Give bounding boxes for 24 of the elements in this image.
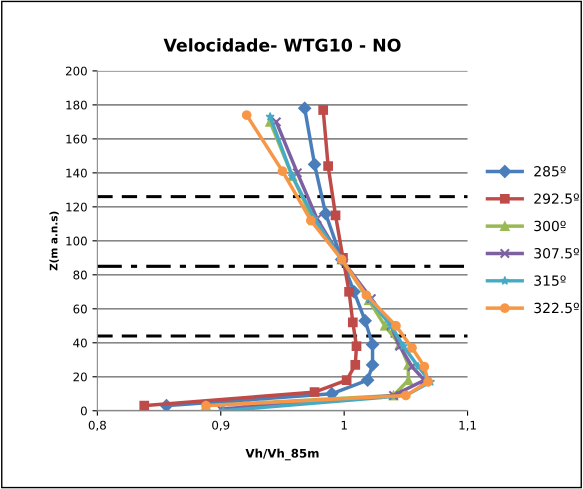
y-tick-label: 100 [66, 236, 87, 246]
legend-label: 285º [534, 166, 566, 177]
legend-label: 307.5º [534, 248, 579, 259]
y-tick-label: 80 [73, 270, 87, 280]
y-tick-label: 180 [66, 100, 87, 110]
y-tick-label: 0 [80, 406, 87, 416]
y-tick-label: 160 [66, 134, 87, 144]
y-tick-label: 20 [73, 372, 87, 382]
y-tick-label: 60 [73, 304, 87, 314]
x-tick-label: 0,9 [212, 420, 230, 431]
y-tick-label: 40 [73, 338, 87, 348]
y-axis-title: Z(m a.n.s) [49, 212, 59, 270]
x-tick-label: 0,8 [88, 420, 106, 431]
y-tick-label: 120 [66, 202, 87, 212]
y-tick-label: 200 [66, 66, 87, 76]
legend-label: 322.5º [534, 302, 579, 314]
y-tick-label: 140 [66, 168, 87, 178]
x-tick-label: 1,1 [459, 420, 476, 431]
x-tick-label: 1 [342, 420, 347, 430]
x-axis-title: Vh/Vh_85m [246, 448, 319, 460]
legend-label: 292.5º [534, 193, 579, 204]
legend-label: 315º [534, 275, 566, 286]
chart-title: Velocidade- WTG10 - NO [164, 38, 401, 52]
legend-label: 300º [534, 220, 566, 232]
